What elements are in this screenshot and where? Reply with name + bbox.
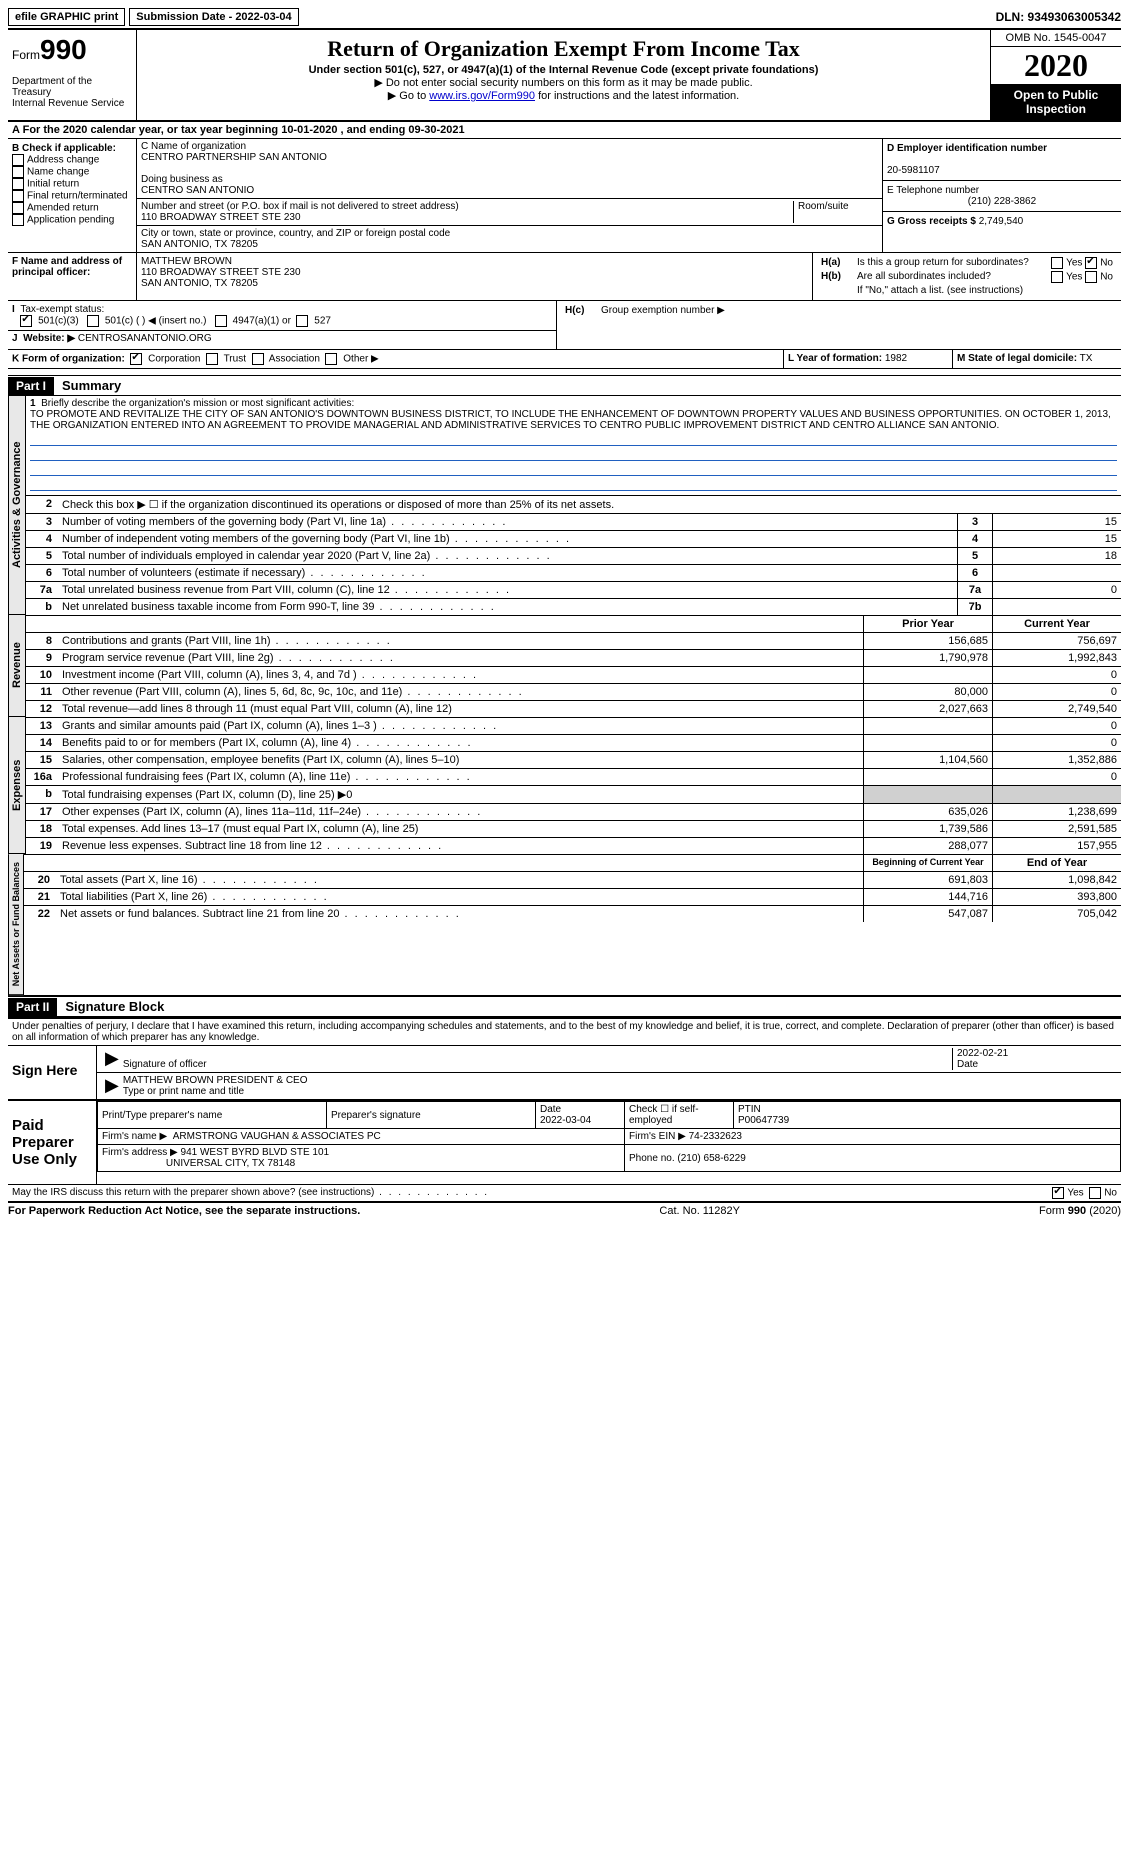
officer-sig-name: MATTHEW BROWN PRESIDENT & CEO	[123, 1075, 308, 1086]
check-initial[interactable]	[12, 178, 24, 190]
submission-box: Submission Date - 2022-03-04	[129, 8, 298, 26]
discuss-row: May the IRS discuss this return with the…	[8, 1184, 1121, 1201]
form-title: Return of Organization Exempt From Incom…	[141, 36, 986, 62]
vtab-activities: Activities & Governance	[8, 396, 26, 615]
sign-here: Sign Here	[8, 1046, 96, 1099]
city-state: SAN ANTONIO, TX 78205	[141, 239, 258, 250]
top-bar: efile GRAPHIC print Submission Date - 20…	[8, 8, 1121, 26]
section-activities: Activities & Governance 1 Briefly descri…	[8, 396, 1121, 615]
officer-name: MATTHEW BROWN	[141, 256, 232, 267]
section-netassets: Net Assets or Fund Balances Beginning of…	[8, 854, 1121, 995]
part2-header: Part II Signature Block	[8, 995, 1121, 1017]
dln: DLN: 93493063005342	[996, 10, 1121, 24]
check-final[interactable]	[12, 190, 24, 202]
gross-receipts: 2,749,540	[979, 216, 1024, 227]
dept-irs: Internal Revenue Service	[12, 98, 132, 109]
tax-year: 2020	[991, 47, 1121, 84]
website: CENTROSANANTONIO.ORG	[78, 333, 212, 344]
vtab-expenses: Expenses	[8, 717, 26, 854]
org-name: CENTRO PARTNERSHIP SAN ANTONIO	[141, 152, 327, 163]
netassets-table: Beginning of Current YearEnd of Year 20T…	[24, 854, 1121, 922]
irs-link[interactable]: www.irs.gov/Form990	[429, 90, 535, 102]
check-name[interactable]	[12, 166, 24, 178]
section-expenses: Expenses 13Grants and similar amounts pa…	[8, 717, 1121, 854]
dept-treasury: Department of the Treasury	[12, 76, 132, 98]
section-revenue: Revenue Prior YearCurrent Year 8Contribu…	[8, 615, 1121, 717]
vtab-netassets: Net Assets or Fund Balances	[8, 854, 24, 995]
form-note2: ▶ Go to www.irs.gov/Form990 for instruct…	[141, 89, 986, 102]
firm-name: ARMSTRONG VAUGHAN & ASSOCIATES PC	[173, 1131, 381, 1142]
penalties-text: Under penalties of perjury, I declare th…	[8, 1019, 1121, 1045]
box-d: D Employer identification number 20-5981…	[883, 139, 1121, 252]
arrow-icon: ▶	[101, 1075, 123, 1097]
row-fh: F Name and address of principal officer:…	[8, 253, 1121, 301]
telephone: (210) 228-3862	[887, 196, 1117, 207]
form-subtitle: Under section 501(c), 527, or 4947(a)(1)…	[141, 64, 986, 76]
row-a: A For the 2020 calendar year, or tax yea…	[8, 122, 1121, 139]
page-footer: For Paperwork Reduction Act Notice, see …	[8, 1201, 1121, 1217]
box-b: B Check if applicable: Address change Na…	[8, 139, 137, 252]
check-address[interactable]	[12, 154, 24, 166]
dba-name: CENTRO SAN ANTONIO	[141, 185, 254, 196]
expenses-table: 13Grants and similar amounts paid (Part …	[26, 717, 1121, 854]
signature-section: Under penalties of perjury, I declare th…	[8, 1017, 1121, 1201]
row-ij: I Tax-exempt status: 501(c)(3) 501(c) ( …	[8, 301, 1121, 350]
revenue-table: Prior YearCurrent Year 8Contributions an…	[26, 615, 1121, 717]
mission-text: TO PROMOTE AND REVITALIZE THE CITY OF SA…	[30, 409, 1111, 431]
vtab-revenue: Revenue	[8, 615, 26, 717]
omb-number: OMB No. 1545-0047	[991, 30, 1121, 47]
preparer-table: Print/Type preparer's name Preparer's si…	[97, 1101, 1121, 1172]
check-amended[interactable]	[12, 202, 24, 214]
form-note1: Do not enter social security numbers on …	[141, 76, 986, 89]
arrow-icon: ▶	[101, 1048, 123, 1070]
check-pending[interactable]	[12, 214, 24, 226]
summary-table: 2Check this box ▶ ☐ if the organization …	[26, 495, 1121, 615]
box-c: C Name of organization CENTRO PARTNERSHI…	[137, 139, 883, 252]
form-header: Form990 Department of the Treasury Inter…	[8, 28, 1121, 122]
part1-header: Part I Summary	[8, 375, 1121, 396]
form-prefix: Form	[12, 48, 40, 62]
street: 110 BROADWAY STREET STE 230	[141, 212, 301, 223]
main-info: B Check if applicable: Address change Na…	[8, 139, 1121, 253]
open-public: Open to Public Inspection	[991, 84, 1121, 120]
ein: 20-5981107	[887, 165, 940, 176]
form-number: 990	[40, 34, 87, 65]
paid-preparer: Paid Preparer Use Only	[8, 1101, 96, 1184]
row-klm: K Form of organization: Corporation Trus…	[8, 350, 1121, 369]
efile-box: efile GRAPHIC print	[8, 8, 125, 26]
